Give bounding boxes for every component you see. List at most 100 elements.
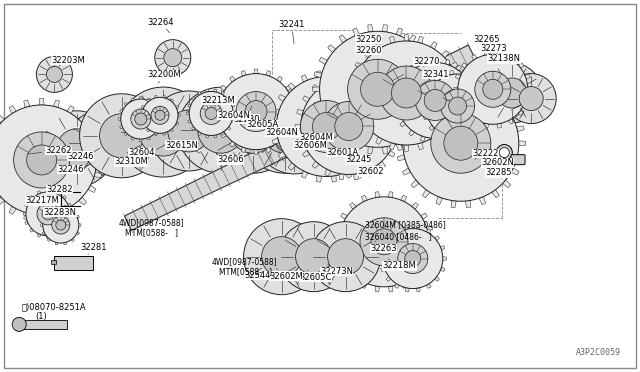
Polygon shape	[53, 212, 60, 220]
Circle shape	[301, 78, 397, 174]
Polygon shape	[428, 57, 436, 64]
Circle shape	[482, 63, 542, 123]
Circle shape	[67, 111, 131, 175]
Polygon shape	[42, 232, 45, 235]
Polygon shape	[388, 150, 395, 157]
Circle shape	[360, 218, 408, 266]
Polygon shape	[525, 74, 530, 79]
Polygon shape	[170, 128, 173, 132]
Text: 32604N: 32604N	[266, 128, 298, 137]
Circle shape	[118, 87, 208, 177]
Circle shape	[0, 105, 97, 215]
Polygon shape	[397, 126, 405, 132]
Polygon shape	[400, 74, 406, 80]
Polygon shape	[39, 215, 44, 222]
Circle shape	[312, 112, 340, 141]
Polygon shape	[376, 137, 383, 144]
Polygon shape	[424, 92, 428, 97]
Polygon shape	[461, 70, 465, 75]
Polygon shape	[396, 141, 403, 146]
Polygon shape	[409, 130, 415, 136]
Polygon shape	[154, 132, 157, 136]
Polygon shape	[68, 203, 71, 207]
Polygon shape	[436, 87, 442, 92]
Polygon shape	[382, 147, 387, 154]
Text: 32605C: 32605C	[300, 270, 332, 282]
Polygon shape	[484, 51, 489, 55]
Text: MTM[0588-   ]: MTM[0588- ]	[125, 228, 178, 237]
Polygon shape	[456, 104, 463, 110]
Polygon shape	[42, 215, 45, 218]
Polygon shape	[335, 226, 342, 231]
Polygon shape	[430, 42, 437, 49]
Polygon shape	[227, 126, 231, 130]
Polygon shape	[333, 240, 339, 244]
Polygon shape	[424, 115, 428, 120]
Polygon shape	[317, 176, 322, 182]
Text: 32264: 32264	[147, 18, 173, 33]
Polygon shape	[525, 99, 530, 104]
Circle shape	[292, 108, 339, 154]
Polygon shape	[328, 45, 336, 53]
Text: 32241: 32241	[278, 20, 305, 44]
Polygon shape	[490, 104, 493, 108]
Polygon shape	[461, 137, 465, 142]
Polygon shape	[409, 65, 415, 71]
Polygon shape	[388, 286, 393, 292]
Circle shape	[205, 108, 217, 119]
Text: 32604M [0385-0486]: 32604M [0385-0486]	[365, 221, 445, 230]
Polygon shape	[124, 102, 127, 106]
Polygon shape	[401, 195, 406, 202]
Polygon shape	[378, 161, 385, 168]
Polygon shape	[47, 189, 49, 192]
Circle shape	[449, 97, 467, 115]
Polygon shape	[419, 126, 428, 134]
Polygon shape	[519, 141, 525, 146]
Polygon shape	[381, 246, 385, 250]
Polygon shape	[147, 128, 150, 132]
Polygon shape	[314, 101, 322, 107]
Polygon shape	[55, 234, 58, 237]
Circle shape	[244, 219, 319, 295]
Circle shape	[57, 129, 97, 169]
Polygon shape	[416, 225, 420, 230]
Polygon shape	[422, 104, 426, 108]
Polygon shape	[390, 142, 396, 150]
Circle shape	[458, 54, 528, 124]
Polygon shape	[426, 226, 433, 231]
Polygon shape	[349, 274, 356, 281]
Polygon shape	[376, 124, 382, 129]
Polygon shape	[472, 55, 477, 60]
Polygon shape	[67, 106, 74, 113]
Text: 32604N: 32604N	[218, 111, 250, 120]
Polygon shape	[47, 209, 51, 212]
Polygon shape	[458, 91, 465, 95]
Polygon shape	[376, 42, 383, 49]
Polygon shape	[340, 213, 348, 219]
Circle shape	[135, 113, 147, 125]
Circle shape	[371, 229, 397, 255]
Polygon shape	[456, 74, 461, 79]
Circle shape	[79, 94, 164, 178]
Polygon shape	[141, 122, 145, 125]
Polygon shape	[120, 125, 123, 129]
Polygon shape	[159, 109, 162, 113]
Polygon shape	[131, 137, 134, 140]
Text: 32602M: 32602M	[269, 269, 303, 280]
Polygon shape	[63, 228, 67, 232]
Polygon shape	[349, 104, 357, 110]
Polygon shape	[141, 106, 145, 109]
Circle shape	[36, 57, 72, 92]
Polygon shape	[394, 138, 401, 144]
Polygon shape	[38, 234, 41, 237]
Polygon shape	[271, 124, 276, 129]
Polygon shape	[417, 36, 423, 44]
Circle shape	[296, 239, 332, 275]
Polygon shape	[367, 77, 373, 84]
Circle shape	[27, 145, 56, 175]
Polygon shape	[285, 85, 291, 91]
Polygon shape	[339, 174, 344, 180]
Text: 32262: 32262	[27, 146, 71, 155]
Polygon shape	[227, 97, 231, 100]
Polygon shape	[355, 117, 363, 124]
